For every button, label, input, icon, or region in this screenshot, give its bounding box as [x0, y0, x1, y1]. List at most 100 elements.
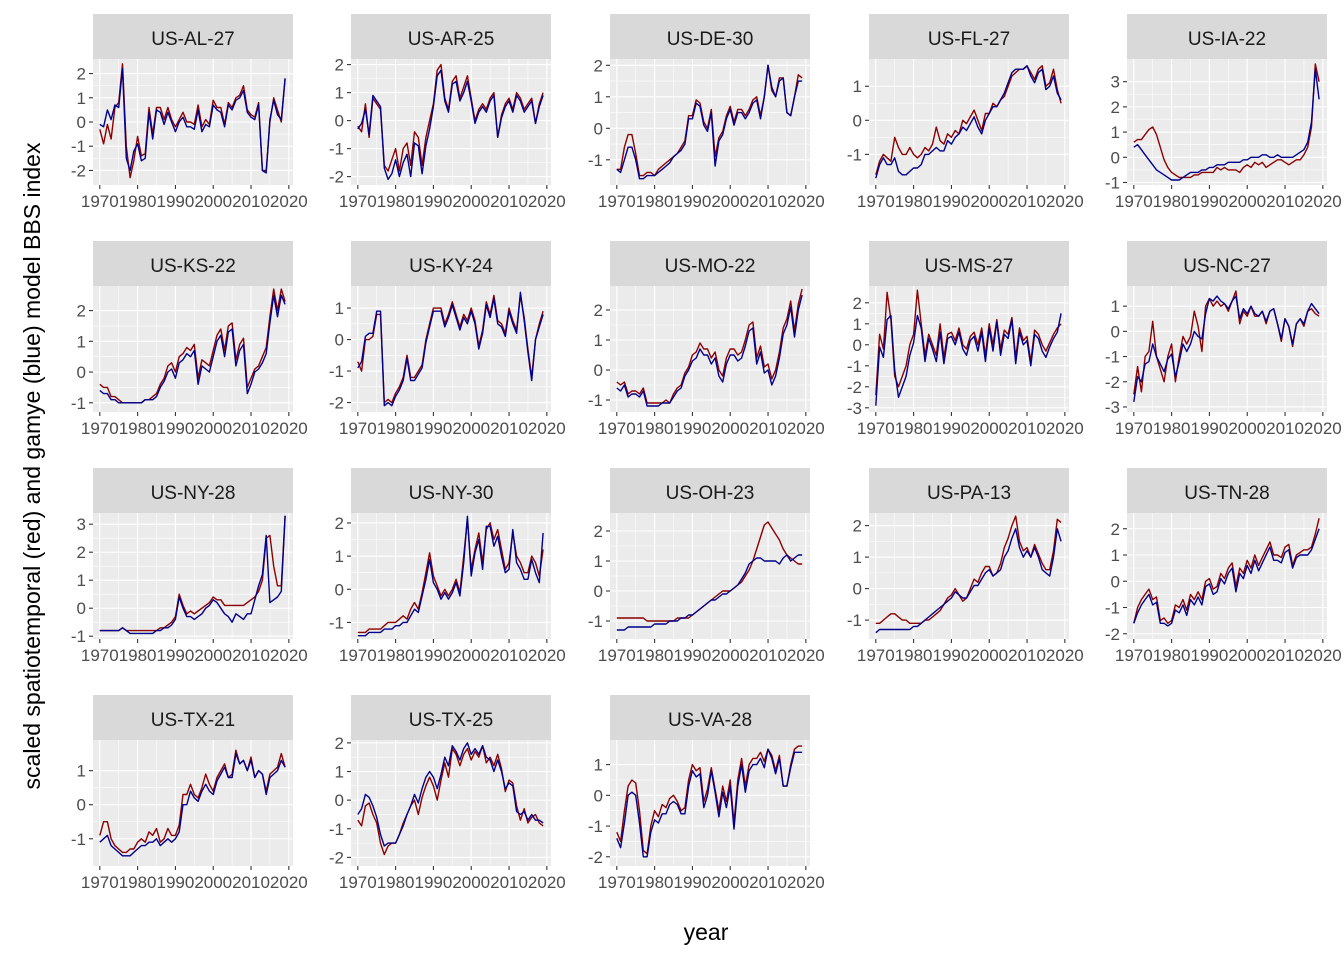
plot-background: [351, 513, 551, 639]
x-tick-label: 2020: [1304, 646, 1342, 665]
y-tick-label: 0: [1111, 572, 1120, 591]
x-tick-label: 1980: [636, 646, 674, 665]
y-tick-label: -2: [329, 168, 344, 187]
plot-background: [1127, 286, 1327, 412]
y-tick-label: 0: [594, 582, 603, 601]
y-tick-label: 1: [853, 77, 862, 96]
plot-background: [869, 59, 1069, 185]
x-tick-label: 2010: [490, 646, 528, 665]
facet-strip: [351, 468, 551, 513]
spatiotemporal-series-line: [1133, 518, 1320, 624]
x-tick-label: 1970: [339, 646, 377, 665]
gamye-series-line: [357, 515, 544, 637]
x-tick-label: 1970: [339, 873, 377, 892]
x-tick-label: 1970: [598, 873, 636, 892]
spatiotemporal-series-line: [99, 63, 286, 179]
x-tick-label: 2010: [490, 419, 528, 438]
y-tick-label: 0: [335, 580, 344, 599]
x-tick-label: 2020: [1304, 419, 1342, 438]
x-tick-label: 1970: [81, 873, 119, 892]
facet-panel: US-IA-22 -1 0 1 2 3 1970 1980 1990 2000 2010 2020: [1105, 14, 1342, 211]
y-tick-label: -2: [588, 848, 603, 867]
x-tick-label: 1980: [119, 646, 157, 665]
y-tick-label: -3: [847, 399, 862, 418]
facet-title: US-MS-27: [925, 256, 1014, 277]
y-tick-label: 1: [1111, 297, 1120, 316]
y-tick-label: 1: [77, 762, 86, 781]
y-tick-label: 2: [1111, 98, 1120, 117]
facet-title: US-MO-22: [665, 256, 756, 277]
x-tick-label: 2010: [749, 419, 787, 438]
y-tick-label: -1: [588, 817, 603, 836]
x-tick-label: 1990: [415, 419, 453, 438]
x-tick-label: 2010: [232, 646, 270, 665]
x-tick-label: 2010: [232, 873, 270, 892]
facet-strip: [93, 14, 293, 59]
facet-strip: [93, 695, 293, 740]
x-tick-label: 2000: [452, 873, 490, 892]
x-tick-label: 2010: [749, 192, 787, 211]
y-tick-label: 1: [1111, 546, 1120, 565]
x-tick-label: 2020: [1046, 646, 1084, 665]
x-tick-label: 2020: [528, 646, 566, 665]
facet-title: US-NC-27: [1183, 256, 1271, 277]
y-tick-label: -1: [329, 140, 344, 159]
y-tick-label: 0: [77, 113, 86, 132]
x-tick-label: 1970: [857, 646, 895, 665]
y-tick-label: -2: [71, 161, 86, 180]
gamye-series-line: [99, 515, 286, 635]
y-tick-label: 0: [335, 331, 344, 350]
y-tick-label: 1: [1111, 123, 1120, 142]
facet-strip: [610, 695, 810, 740]
facet-panel: US-FL-27 -1 0 1 1970 1980 1990 2000 2010 2020: [847, 14, 1084, 211]
y-tick-label: -1: [329, 362, 344, 381]
y-tick-label: 1: [594, 331, 603, 350]
facet-strip: [1127, 14, 1327, 59]
y-tick-label: 2: [77, 543, 86, 562]
gamye-series-line: [1133, 295, 1320, 403]
plot-background: [869, 286, 1069, 412]
x-tick-label: 1980: [377, 419, 415, 438]
spatiotemporal-series-line: [875, 65, 1062, 175]
y-tick-label: 1: [594, 88, 603, 107]
spatiotemporal-series-line: [357, 294, 544, 404]
y-tick-label: 1: [335, 84, 344, 103]
facet-strip: [351, 241, 551, 286]
y-tick-label: 1: [335, 763, 344, 782]
x-tick-label: 2020: [528, 192, 566, 211]
facet-strip: [1127, 468, 1327, 513]
facet-panel: US-KS-22 -1 0 1 2 1970 1980 1990 2000 2010 2020: [71, 241, 308, 438]
x-tick-label: 1970: [857, 192, 895, 211]
y-tick-label: 0: [1111, 148, 1120, 167]
x-tick-label: 2010: [232, 192, 270, 211]
y-tick-label: 1: [853, 315, 862, 334]
x-tick-label: 1970: [339, 419, 377, 438]
y-tick-label: 3: [1111, 73, 1120, 92]
x-tick-label: 1980: [1153, 419, 1191, 438]
y-tick-label: 2: [335, 734, 344, 753]
x-tick-label: 1990: [415, 192, 453, 211]
y-tick-label: 2: [1111, 520, 1120, 539]
facet-panel: US-MS-27 -3 -2 -1 0 1 2 1970 1980 1990 2000 2010 202…: [847, 241, 1084, 438]
facet-panel: US-DE-30 -1 0 1 2 1970 1980 1990 2000 2010 2020: [588, 14, 825, 211]
facet-strip: [869, 468, 1069, 513]
x-tick-label: 1980: [377, 192, 415, 211]
gamye-series-line: [875, 528, 1062, 634]
x-tick-label: 2020: [787, 419, 825, 438]
x-tick-label: 1990: [674, 419, 712, 438]
y-tick-label: -1: [71, 394, 86, 413]
y-tick-label: -1: [1105, 348, 1120, 367]
spatiotemporal-series-line: [1133, 63, 1320, 179]
x-tick-label: 2010: [1266, 646, 1304, 665]
y-tick-label: 0: [77, 599, 86, 618]
facet-title: US-TX-25: [409, 710, 493, 731]
y-tick-label: 3: [77, 515, 86, 534]
facet-panel: US-TX-25 -2 -1 0 1 2 1970 1980 1990 2000 2010 2020: [329, 695, 566, 892]
x-tick-label: 1990: [933, 646, 971, 665]
facet-strip: [351, 14, 551, 59]
x-tick-label: 1970: [1115, 192, 1153, 211]
y-tick-label: 1: [77, 571, 86, 590]
y-tick-label: 0: [1111, 322, 1120, 341]
y-tick-label: -1: [1105, 599, 1120, 618]
